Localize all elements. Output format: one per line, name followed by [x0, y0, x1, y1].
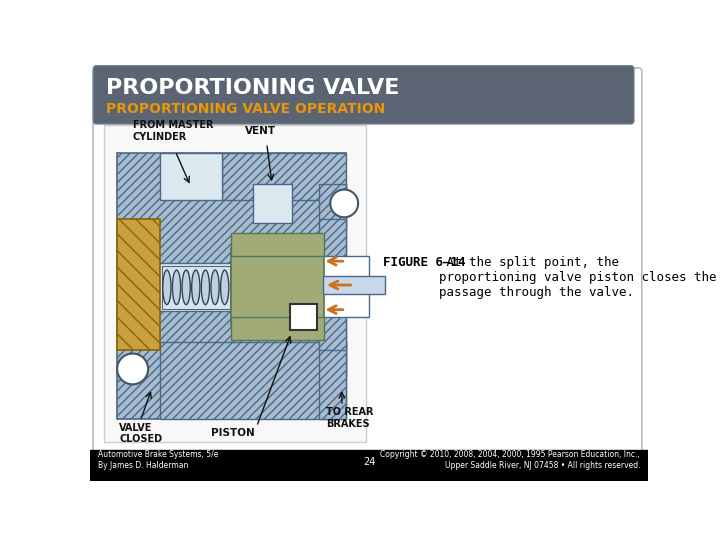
- Bar: [319, 256, 369, 318]
- Circle shape: [117, 354, 148, 384]
- Ellipse shape: [192, 270, 200, 305]
- Text: Automotive Brake Systems, 5/e
By James D. Halderman: Automotive Brake Systems, 5/e By James D…: [98, 450, 218, 469]
- Bar: [231, 233, 324, 256]
- Ellipse shape: [211, 270, 219, 305]
- Text: 24: 24: [363, 457, 375, 467]
- Bar: [160, 153, 222, 200]
- Ellipse shape: [163, 270, 171, 305]
- Bar: [117, 153, 346, 419]
- Ellipse shape: [220, 270, 229, 305]
- Bar: [117, 219, 160, 350]
- Text: At the split point, the
proportioning valve piston closes the fluid
passage thro: At the split point, the proportioning va…: [438, 256, 720, 299]
- Bar: [330, 184, 346, 377]
- Bar: [323, 276, 384, 294]
- Bar: [253, 184, 292, 222]
- Bar: [231, 248, 324, 325]
- Bar: [319, 184, 346, 226]
- Bar: [148, 264, 334, 311]
- Text: PROPORTIONING VALVE: PROPORTIONING VALVE: [106, 78, 399, 98]
- Ellipse shape: [182, 270, 190, 305]
- Ellipse shape: [202, 270, 210, 305]
- Bar: [319, 342, 346, 419]
- Text: VENT: VENT: [245, 126, 276, 136]
- Bar: [162, 266, 230, 309]
- Bar: [290, 303, 317, 330]
- Text: FROM MASTER
CYLINDER: FROM MASTER CYLINDER: [132, 120, 213, 142]
- Text: PROPORTIONING VALVE OPERATION: PROPORTIONING VALVE OPERATION: [106, 103, 384, 117]
- Bar: [222, 153, 346, 200]
- Circle shape: [330, 190, 358, 217]
- Bar: [104, 125, 366, 442]
- FancyBboxPatch shape: [93, 65, 634, 124]
- Text: VALVE
CLOSED: VALVE CLOSED: [120, 423, 163, 444]
- Bar: [319, 219, 346, 350]
- Text: PISTON: PISTON: [212, 428, 256, 438]
- Text: FIGURE 6–14: FIGURE 6–14: [383, 256, 465, 269]
- Text: TO REAR
BRAKES: TO REAR BRAKES: [326, 408, 374, 429]
- Bar: [231, 318, 324, 340]
- Text: Copyright © 2010, 2008, 2004, 2000, 1995 Pearson Education, Inc.,
Upper Saddle R: Copyright © 2010, 2008, 2004, 2000, 1995…: [380, 450, 640, 469]
- Bar: [90, 450, 648, 481]
- Ellipse shape: [172, 270, 181, 305]
- Bar: [160, 342, 346, 419]
- FancyBboxPatch shape: [93, 68, 642, 477]
